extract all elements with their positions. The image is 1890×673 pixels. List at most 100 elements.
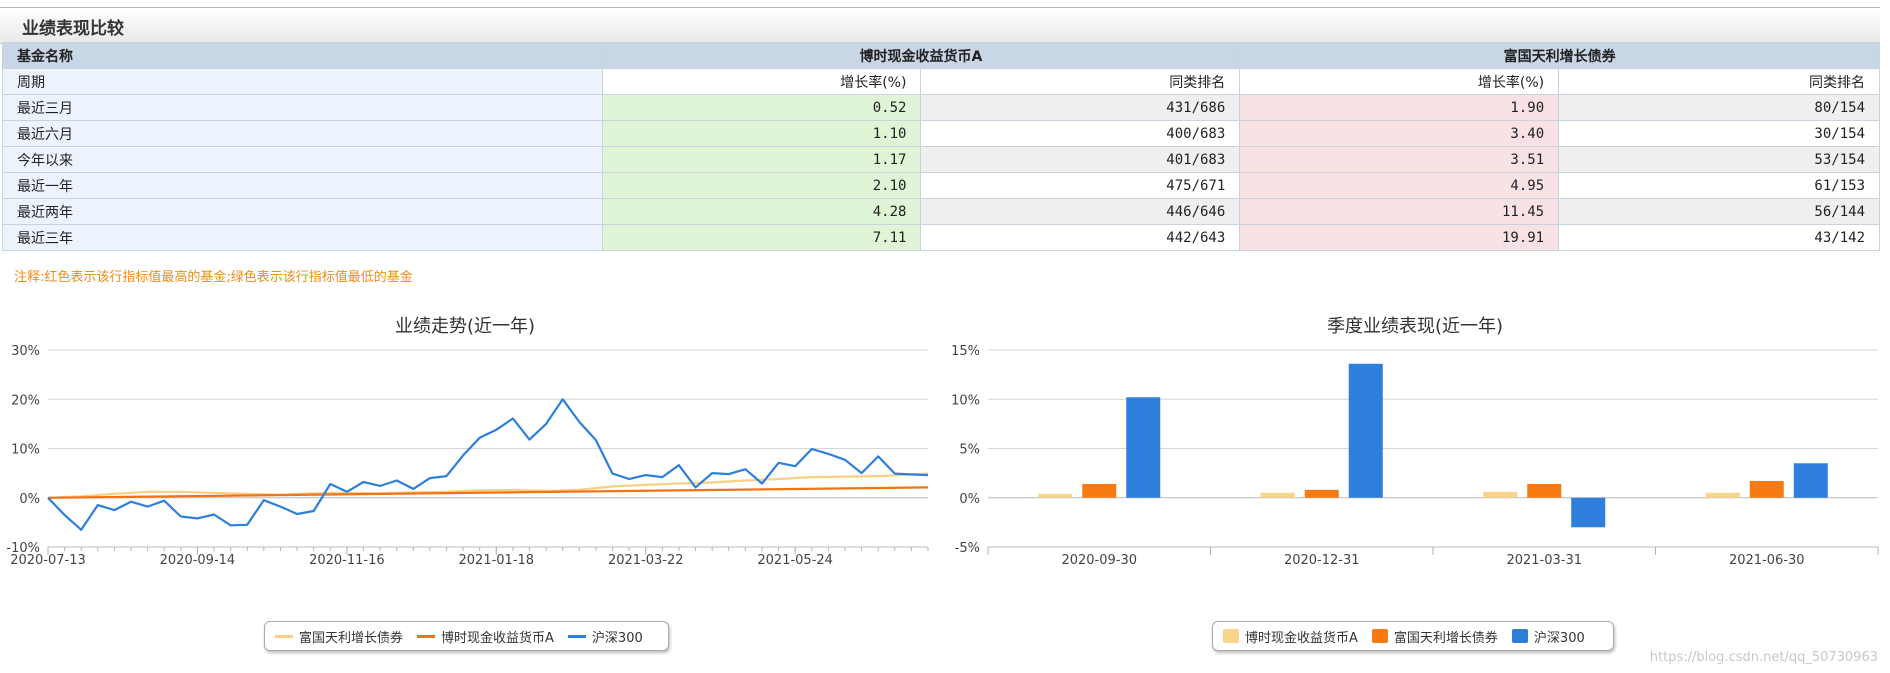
series-line-0: [47, 472, 929, 499]
table-row: 今年以来 1.17 401/683 3.51 53/154: [2, 146, 1880, 173]
table-row: 最近三月 0.52 431/686 1.90 80/154: [2, 94, 1880, 121]
y-tick-label: -5%: [955, 541, 980, 556]
fund-a-growth-cell: 1.17: [601, 146, 922, 173]
fund-b-growth-cell: 3.40: [1239, 120, 1560, 147]
x-tick-label: 2021-06-30: [1729, 553, 1805, 568]
bar-0: [1260, 492, 1295, 498]
fund-b-growth-cell: 19.91: [1239, 224, 1560, 251]
legend-item[interactable]: 博时现金收益货币A: [1223, 627, 1358, 646]
y-tick-label: 30%: [11, 344, 40, 359]
legend-item[interactable]: 富国天利增长债券: [275, 627, 403, 646]
fund-b-growth-header: 增长率(%): [1239, 68, 1560, 95]
fund-a-rank-cell: 442/643: [920, 224, 1241, 251]
table-row: 最近一年 2.10 475/671 4.95 61/153: [2, 172, 1880, 199]
fund-a-rank-header: 同类排名: [920, 68, 1241, 95]
legend-label: 富国天利增长债券: [299, 630, 404, 646]
line-chart: 30% 20% 10% 0% -10%2020-07-13 2020-09-14 2020-…: [6, 344, 929, 568]
period-header: 周期: [2, 68, 603, 95]
legend-label: 沪深300: [591, 630, 643, 646]
fund-b-rank-cell: 43/142: [1558, 224, 1880, 251]
y-tick-label: 0%: [19, 492, 40, 507]
fund-b-rank-cell: 30/154: [1558, 120, 1880, 147]
legend-item[interactable]: 富国天利增长债券: [1371, 627, 1498, 646]
fund-b-growth-cell: 4.95: [1239, 172, 1560, 199]
bar-1: [1304, 489, 1339, 498]
y-tick-label: 20%: [11, 393, 40, 408]
y-tick-label: 10%: [951, 393, 980, 408]
legend-label: 富国天利增长债券: [1393, 630, 1498, 646]
x-tick-label: 2020-07-13: [10, 553, 86, 568]
bar-chart: 15% 10% 5% 0% -5% 2020-09-30 2020-12-31 2021-03…: [951, 344, 1879, 568]
y-tick-label: -10%: [6, 541, 40, 556]
bar-0: [1038, 493, 1073, 498]
bar-chart-title: 季度业绩表现(近一年): [1326, 316, 1504, 337]
x-tick-label: 2020-11-16: [309, 553, 385, 568]
watermark: https://blog.csdn.net/qq_50730963: [1649, 650, 1878, 665]
bar-1: [1749, 481, 1784, 498]
bar-chart-legend[interactable]: 博时现金收益货币A 富国天利增长债券 沪深300: [1212, 621, 1614, 651]
legend-label: 沪深300: [1533, 630, 1585, 646]
performance-table: 基金名称 博时现金收益货币A 富国天利增长债券 周期 增长率(%) 同类排名 增…: [2, 42, 1880, 251]
fund-b-rank-cell: 53/154: [1558, 146, 1880, 173]
fund-a-rank-cell: 475/671: [920, 172, 1241, 199]
fund-b-rank-cell: 56/144: [1558, 198, 1880, 225]
x-tick-label: 2021-01-18: [459, 553, 535, 568]
legend-item[interactable]: 沪深300: [567, 627, 643, 646]
fund-a-growth-cell: 0.52: [601, 94, 922, 121]
x-tick-label: 2021-03-31: [1506, 553, 1582, 568]
top-rule: [0, 7, 1880, 8]
bar-2: [1126, 397, 1161, 498]
fund-a-growth-cell: 4.28: [601, 198, 922, 225]
table-note: 注释:红色表示该行指标值最高的基金;绿色表示该行指标值最低的基金: [14, 270, 413, 285]
period-cell: 今年以来: [2, 146, 603, 173]
fund-a-growth-header: 增长率(%): [601, 68, 922, 95]
bar-2: [1571, 497, 1606, 528]
fund-a-rank-cell: 400/683: [920, 120, 1241, 147]
period-cell: 最近三月: [2, 94, 603, 121]
series-line-1: [47, 486, 929, 499]
table-row: 最近两年 4.28 446/646 11.45 56/144: [2, 198, 1880, 225]
bar-0: [1705, 492, 1740, 498]
fund-a-rank-cell: 401/683: [920, 146, 1241, 173]
bar-2: [1348, 363, 1383, 498]
legend-swatch: [567, 634, 586, 638]
x-tick-label: 2021-03-22: [608, 553, 684, 568]
legend-item[interactable]: 沪深300: [1511, 627, 1585, 646]
legend-swatch: [1371, 629, 1388, 643]
y-tick-label: 15%: [951, 344, 980, 359]
x-tick-label: 2021-05-24: [757, 553, 833, 568]
line-chart-title: 业绩走势(近一年): [394, 316, 536, 337]
fund-b-rank-cell: 80/154: [1558, 94, 1880, 121]
bar-0: [1483, 491, 1518, 498]
section-title: 业绩表现比较: [22, 19, 124, 39]
bar-1: [1527, 483, 1562, 498]
section-header: [0, 8, 1880, 44]
fund-a-rank-cell: 431/686: [920, 94, 1241, 121]
period-cell: 最近六月: [2, 120, 603, 147]
legend-item[interactable]: 博时现金收益货币A: [417, 627, 554, 646]
fund-b-rank-cell: 61/153: [1558, 172, 1880, 199]
fund-name-header: 基金名称: [2, 42, 603, 69]
legend-swatch: [417, 634, 436, 638]
period-cell: 最近三年: [2, 224, 603, 251]
table-row: 最近三年 7.11 442/643 19.91 43/142: [2, 224, 1880, 251]
period-cell: 最近一年: [2, 172, 603, 199]
x-tick-label: 2020-09-30: [1061, 553, 1137, 568]
fund-a-header[interactable]: 博时现金收益货币A: [601, 42, 1241, 69]
period-cell: 最近两年: [2, 198, 603, 225]
legend-swatch: [1223, 629, 1239, 643]
fund-b-growth-cell: 11.45: [1239, 198, 1560, 225]
y-tick-label: 5%: [959, 443, 980, 458]
fund-a-growth-cell: 1.10: [601, 120, 922, 147]
y-tick-label: 0%: [959, 492, 980, 507]
fund-b-header[interactable]: 富国天利增长债券: [1239, 42, 1880, 69]
fund-a-rank-cell: 446/646: [920, 198, 1241, 225]
fund-a-growth-cell: 2.10: [601, 172, 922, 199]
table-row: 最近六月 1.10 400/683 3.40 30/154: [2, 120, 1880, 147]
fund-a-growth-cell: 7.11: [601, 224, 922, 251]
line-chart-legend[interactable]: 富国天利增长债券 博时现金收益货币A 沪深300: [264, 621, 669, 651]
table-header-row: 基金名称 博时现金收益货币A 富国天利增长债券: [2, 42, 1880, 69]
fund-b-growth-cell: 1.90: [1239, 94, 1560, 121]
series-line-2: [47, 398, 929, 531]
bar-1: [1082, 483, 1117, 498]
